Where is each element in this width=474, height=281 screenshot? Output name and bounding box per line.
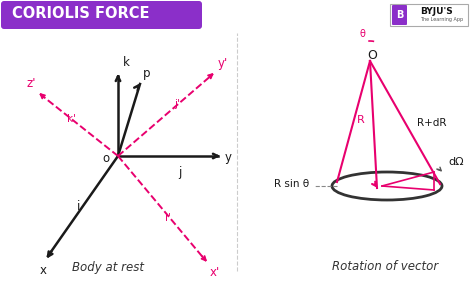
Text: Body at rest: Body at rest bbox=[72, 260, 144, 273]
Text: x: x bbox=[39, 264, 46, 277]
Text: p: p bbox=[143, 67, 151, 80]
FancyBboxPatch shape bbox=[1, 1, 202, 29]
Text: k': k' bbox=[67, 114, 76, 124]
Text: The Learning App: The Learning App bbox=[420, 17, 463, 22]
Text: o: o bbox=[102, 151, 109, 164]
Text: θ: θ bbox=[359, 29, 365, 39]
Text: z': z' bbox=[26, 77, 36, 90]
Text: R+dR: R+dR bbox=[417, 118, 447, 128]
Text: x': x' bbox=[210, 266, 220, 279]
Text: y': y' bbox=[218, 57, 228, 70]
Text: O: O bbox=[367, 49, 377, 62]
Text: Rotation of vector: Rotation of vector bbox=[332, 260, 438, 273]
Text: j: j bbox=[178, 166, 182, 179]
Text: k: k bbox=[123, 56, 130, 69]
Text: BYJU'S: BYJU'S bbox=[420, 8, 453, 17]
Text: R: R bbox=[357, 115, 365, 125]
Text: dΩ: dΩ bbox=[448, 157, 464, 167]
Text: B: B bbox=[396, 10, 403, 20]
Text: i': i' bbox=[165, 213, 171, 223]
Text: R sin θ: R sin θ bbox=[274, 179, 309, 189]
Text: y: y bbox=[225, 151, 232, 164]
Text: j': j' bbox=[174, 99, 180, 109]
FancyBboxPatch shape bbox=[392, 5, 407, 25]
Text: i: i bbox=[77, 200, 80, 213]
FancyBboxPatch shape bbox=[390, 4, 468, 26]
Text: CORIOLIS FORCE: CORIOLIS FORCE bbox=[12, 6, 149, 22]
